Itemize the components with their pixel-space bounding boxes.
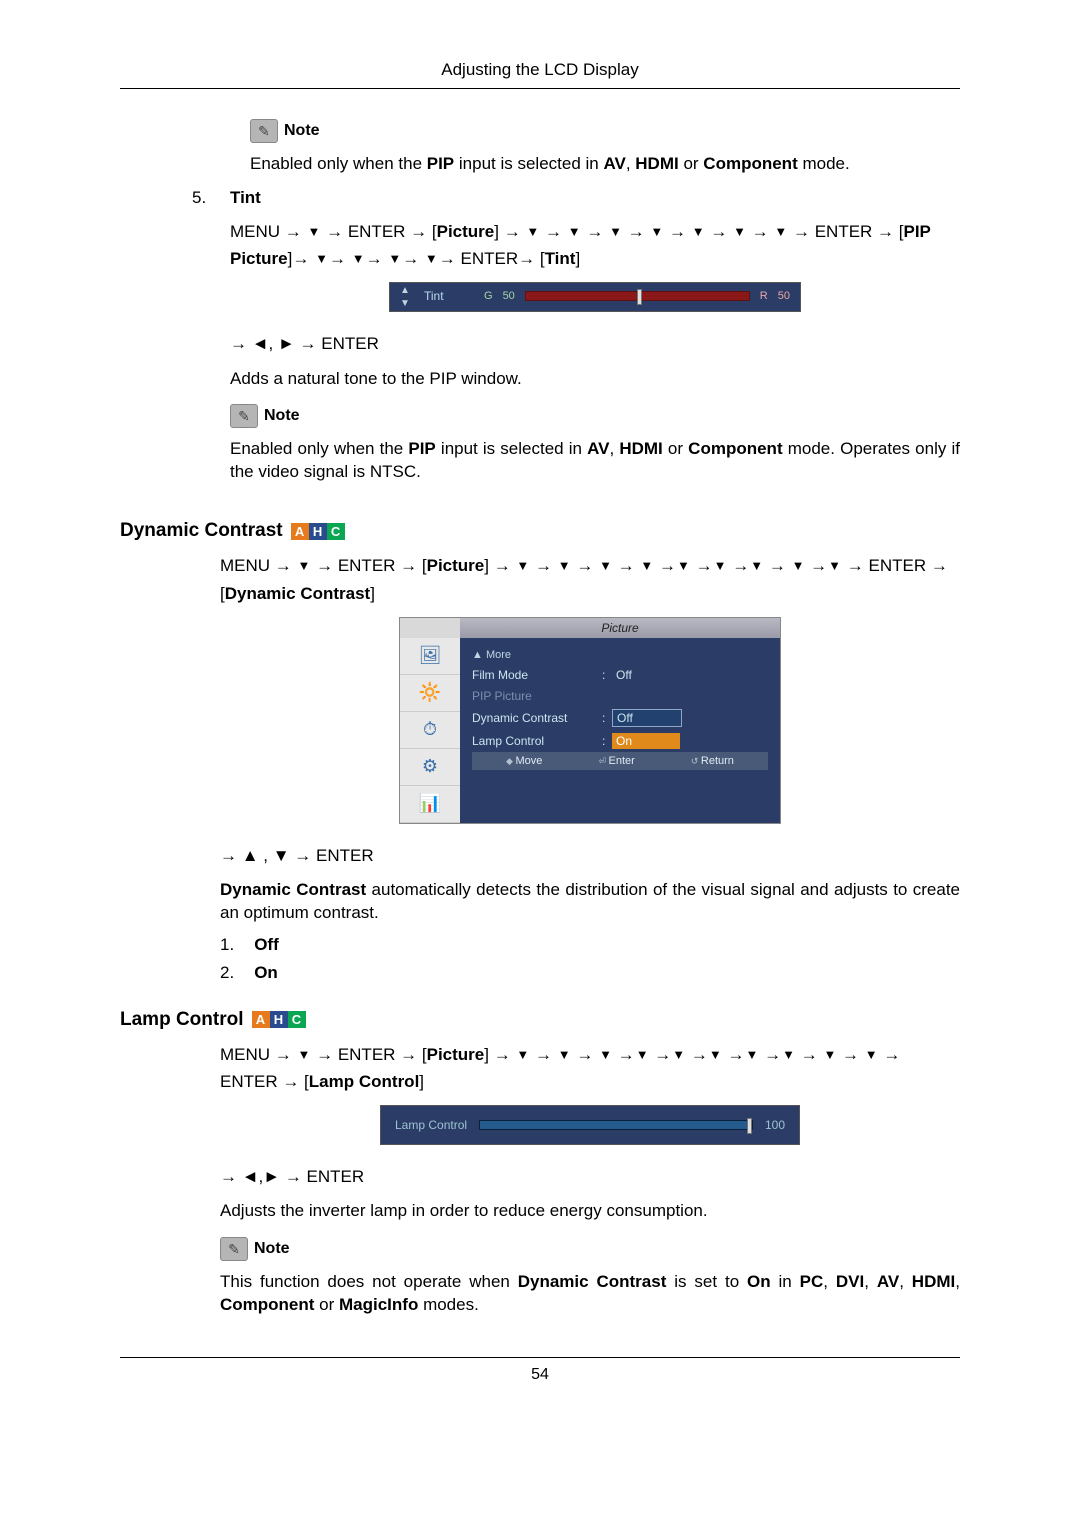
osd-lamp-thumb [747,1118,752,1134]
osd-menu-row: Lamp Control:On [472,730,768,752]
badge-h: H [309,523,327,540]
osd-title: Picture [460,618,780,638]
osd-tint-r-label: R [760,290,768,302]
note-icon: ✎ [230,404,258,428]
note-row-2: ✎ Note [230,404,960,428]
osd-lamp-panel: Lamp Control 100 [380,1105,800,1145]
osd-menu-row: Dynamic Contrast:Off [472,706,768,730]
lamp-control-title: Lamp Control [120,1009,244,1031]
badge-c: C [288,1011,306,1028]
osd-up-arrow-icon: ▲ [400,285,410,296]
note-text-1: Enabled only when the PIP input is selec… [250,153,960,176]
lamp-note-text: This function does not operate when Dyna… [220,1271,960,1317]
osd-row-value: On [612,733,680,749]
osd-tint-slider [525,291,750,301]
lamp-desc: Adjusts the inverter lamp in order to re… [220,1200,960,1223]
osd-titlebar: Picture [400,618,780,638]
osd-row-key: PIP Picture [472,689,602,703]
badge-c: C [327,523,345,540]
list-number: 5. [192,188,210,208]
osd-picture-menu: Picture 🖼 🔆 ⏱ ⚙ 📊 ▲ More Film Mode:Off PI… [399,617,781,824]
osd-tint-g-label: G [484,290,493,302]
osd-more-row: ▲ More [472,646,768,664]
badge-h: H [270,1011,288,1028]
page-content: Adjusting the LCD Display ✎ Note Enabled… [0,0,1080,1424]
note-block-1: ✎ Note Enabled only when the PIP input i… [250,119,960,176]
osd-sidebar: 🖼 🔆 ⏱ ⚙ 📊 [400,638,460,823]
osd-row-value: Off [612,709,682,727]
osd-footer-enter: Enter [598,755,634,767]
page-number: 54 [120,1366,960,1384]
tint-section: 5. Tint MENU → ▼ → ENTER → [Picture] → ▼… [192,188,960,494]
osd-tint-g-value: 50 [503,290,515,302]
note-label: Note [284,122,320,140]
osd-down-arrow-icon: ▼ [400,298,410,309]
dynamic-ud-enter: → ▲ , ▼ → ENTER [220,842,960,869]
mode-badges: A H C [291,523,345,540]
dynamic-section: MENU → ▼ → ENTER → [Picture] → ▼ → ▼ → ▼… [220,552,960,982]
osd-content: ▲ More Film Mode:Off PIP Picture Dynamic C… [460,638,780,823]
lamp-section: MENU → ▼ → ENTER → [Picture] → ▼ → ▼ → ▼… [220,1041,960,1317]
osd-sidebar-icon-2: 🔆 [400,675,460,712]
osd-lamp-slider [479,1120,753,1130]
dynamic-menu-path: MENU → ▼ → ENTER → [Picture] → ▼ → ▼ → ▼… [220,552,960,606]
lamp-menu-path: MENU → ▼ → ENTER → [Picture] → ▼ → ▼ → ▼… [220,1041,960,1095]
tint-note-text: Enabled only when the PIP input is selec… [230,438,960,484]
mode-badges: A H C [252,1011,306,1028]
dynamic-on-item: 2. On [220,963,960,983]
dynamic-contrast-title: Dynamic Contrast [120,520,283,542]
off-num: 1. [220,935,234,955]
osd-tint-panel: ▲ ▼ Tint G 50 R 50 [389,282,801,312]
osd-sidebar-icon-1: 🖼 [400,638,460,675]
page-header: Adjusting the LCD Display [120,60,960,89]
note-row: ✎ Note [250,119,960,143]
footer-divider [120,1357,960,1358]
on-label: On [254,963,278,983]
note-icon: ✎ [220,1237,248,1261]
tint-menu-path: MENU → ▼ → ENTER → [Picture] → ▼ → ▼ → ▼… [230,218,960,272]
note-label: Note [264,407,300,425]
bold-hdmi: HDMI [635,154,678,173]
tint-desc: Adds a natural tone to the PIP window. [230,368,960,391]
bold-av: AV [603,154,625,173]
dynamic-desc: Dynamic Contrast automatically detects t… [220,879,960,925]
osd-menu-row: PIP Picture [472,686,768,706]
osd-footer: Move Enter Return [472,752,768,770]
bold-pip: PIP [427,154,454,173]
osd-lamp-label: Lamp Control [395,1118,467,1132]
osd-sidebar-icon-4: ⚙ [400,749,460,786]
osd-lamp-fill [480,1121,752,1129]
osd-menu-row: Film Mode:Off [472,664,768,686]
osd-tint-label: Tint [424,289,474,303]
tint-lr-enter: → ◄, ► → ENTER [230,330,960,357]
note-label: Note [254,1240,290,1258]
osd-row-key: Lamp Control [472,734,602,748]
note-row-3: ✎ Note [220,1237,960,1261]
osd-lamp-value: 100 [765,1118,785,1132]
lamp-lr-enter: → ◄,► → ENTER [220,1163,960,1190]
osd-row-key: Dynamic Contrast [472,711,602,725]
tint-title: Tint [230,188,960,208]
osd-row-key: Film Mode [472,668,602,682]
osd-footer-move: Move [506,755,542,767]
lamp-control-heading: Lamp Control A H C [120,1009,960,1031]
badge-a: A [252,1011,270,1028]
off-label: Off [254,935,279,955]
osd-sidebar-icon-5: 📊 [400,786,460,823]
note-icon: ✎ [250,119,278,143]
dynamic-contrast-heading: Dynamic Contrast A H C [120,520,960,542]
osd-row-value: Off [612,667,680,683]
osd-sidebar-icon-3: ⏱ [400,712,460,749]
osd-tint-thumb [637,289,642,305]
badge-a: A [291,523,309,540]
osd-footer-return: Return [691,755,734,767]
bold-component: Component [703,154,797,173]
on-num: 2. [220,963,234,983]
dynamic-off-item: 1. Off [220,935,960,955]
osd-tint-r-value: 50 [778,290,790,302]
